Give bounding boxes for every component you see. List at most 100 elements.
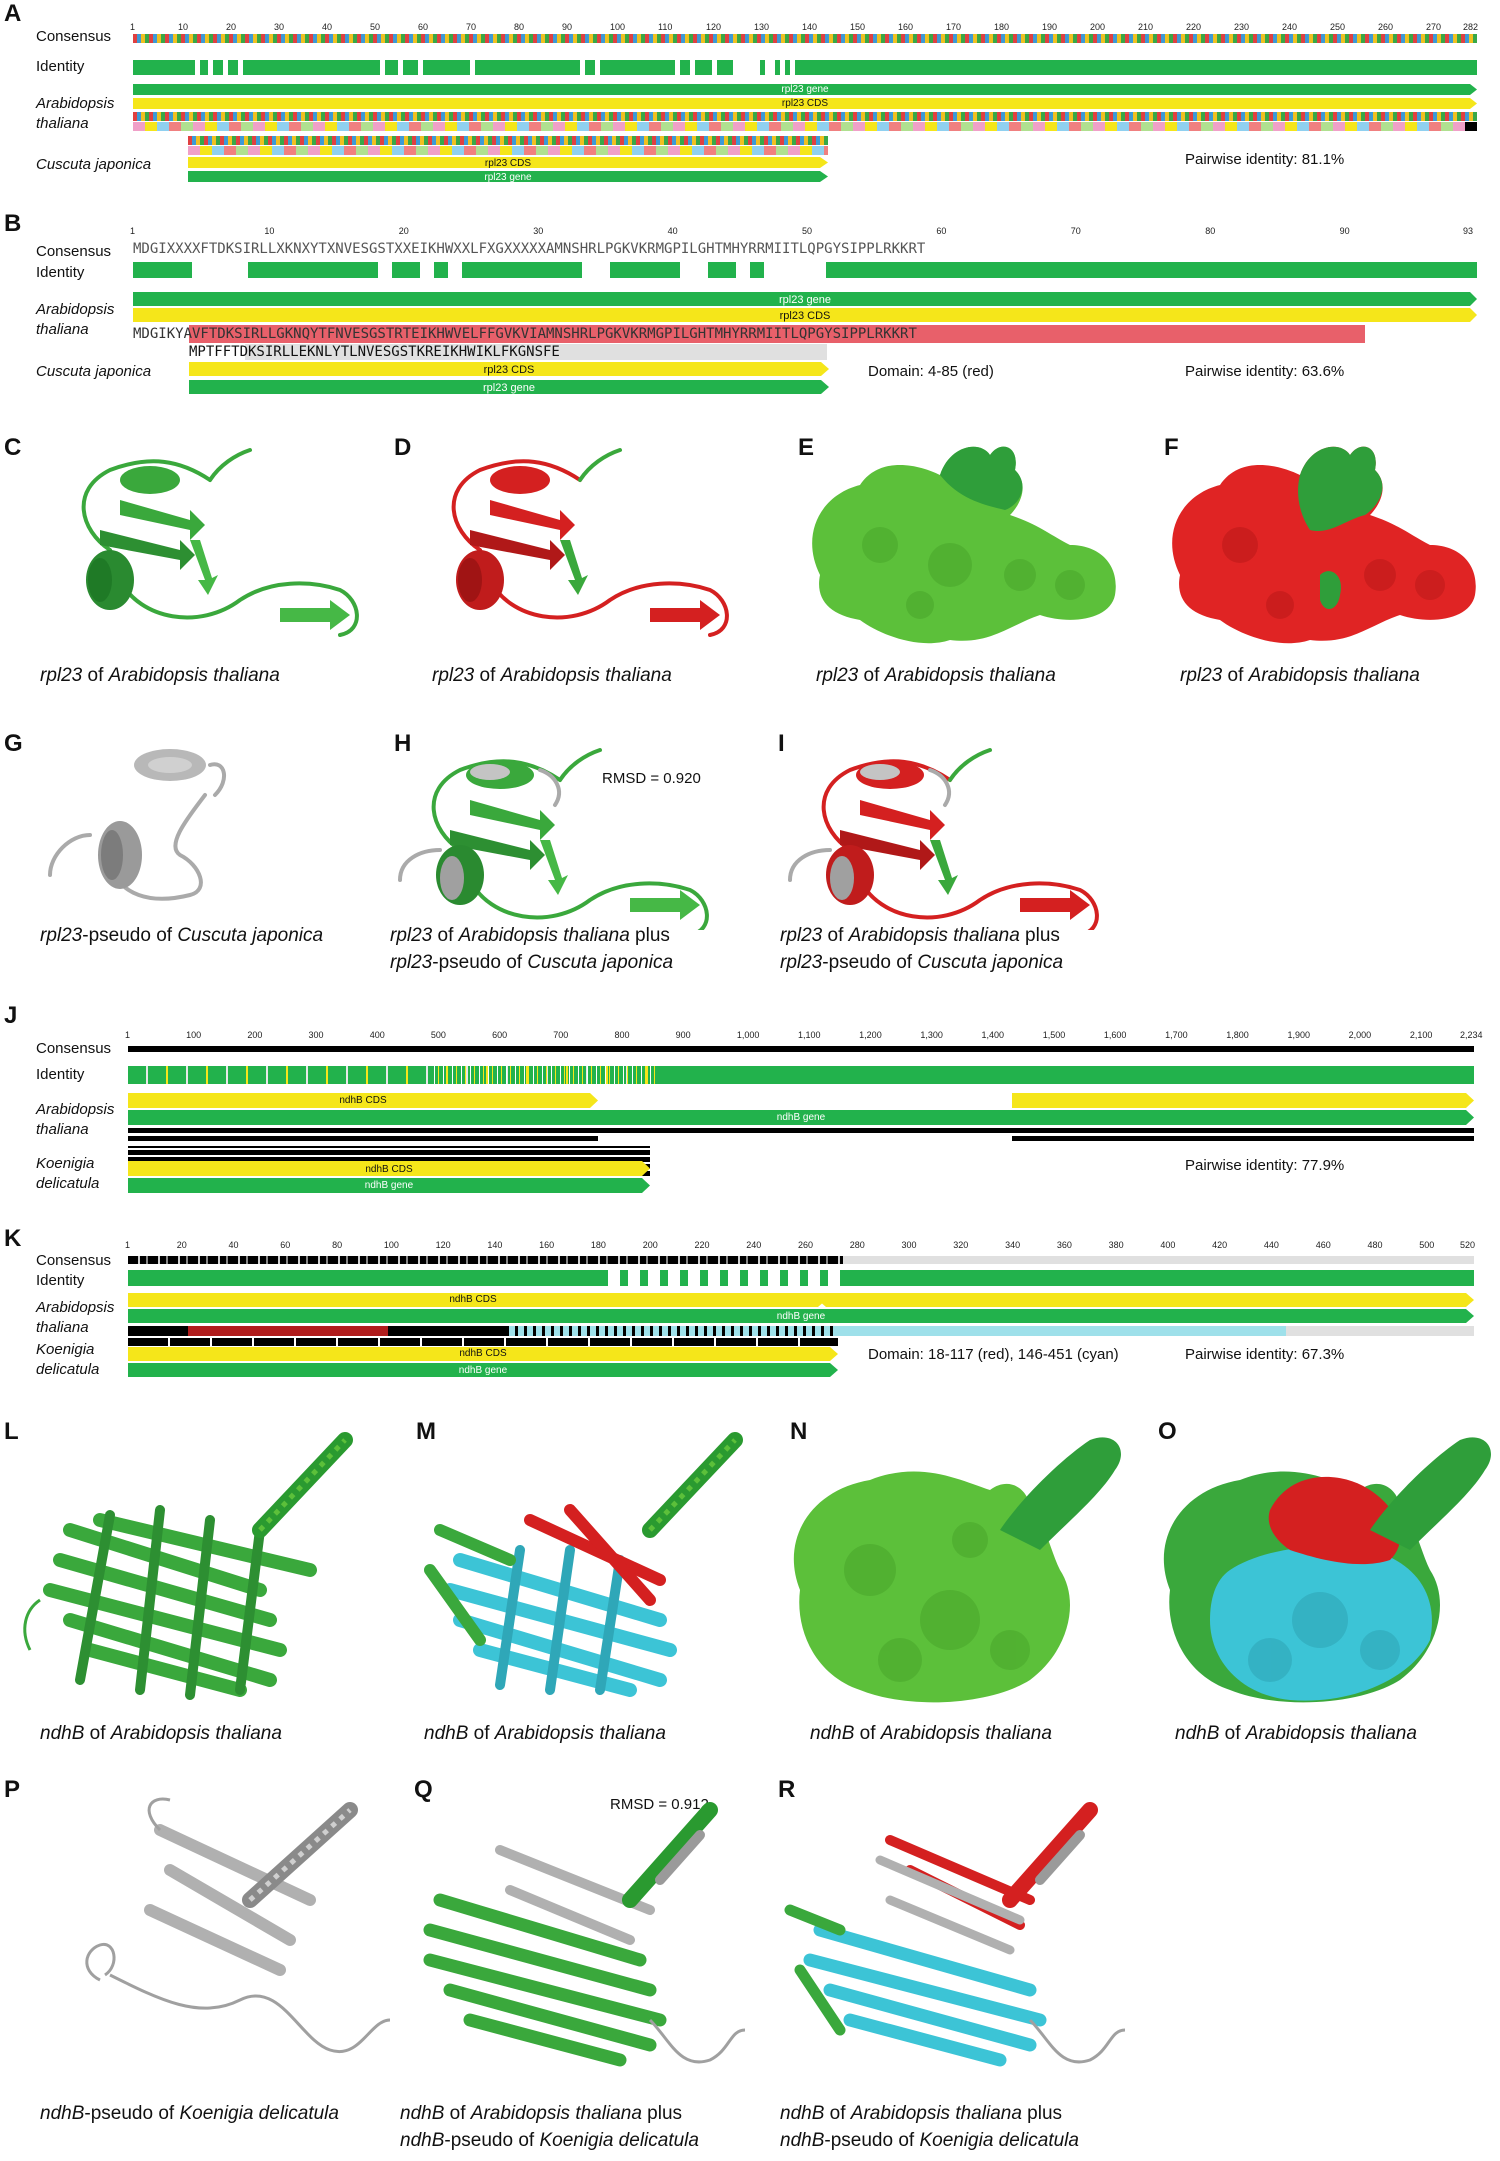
cuscuta-aa-strip-a [188, 146, 828, 155]
ruler-tick: 20 [226, 22, 237, 32]
identity-gap [195, 60, 200, 75]
ruler-tick: 120 [435, 1240, 451, 1250]
ruler-tick: 140 [802, 22, 818, 32]
identity-gap [712, 60, 717, 75]
ruler-tick: 300 [308, 1030, 324, 1040]
cuscuta-nt-strip-a [188, 136, 828, 145]
cuscuta-sequence-b: MPTFFTDKSIRLLEKNLYTLNVESGSTKREIKHWIKLFKG… [189, 344, 560, 360]
ruler-tick: 1,000 [736, 1030, 760, 1040]
ruler-tick: 440 [1263, 1240, 1279, 1250]
ruler-tick: 700 [553, 1030, 569, 1040]
identity-gap [192, 262, 248, 278]
caption-m: ndhB of Arabidopsis thaliana [424, 1723, 666, 1744]
ruler-tick: 30 [274, 22, 285, 32]
ruler-tick: 1 [130, 22, 136, 32]
cuscuta-bars-a [188, 157, 828, 182]
ruler-tick: 2,100 [1409, 1030, 1433, 1040]
panel-label-d: D [394, 434, 412, 461]
rmsd-h: RMSD = 0.920 [602, 770, 701, 787]
identity-gap [470, 60, 475, 75]
ruler-tick: 2,000 [1348, 1030, 1372, 1040]
arabidopsis-sequence-b: MDGIKYAVFTDKSIRLLGKNQYTFNVESGSTRTEIKHWVE… [133, 326, 917, 342]
ndhb-cds-label-koenigia-j: ndhB CDS [365, 1164, 413, 1175]
panel-label-m: M [416, 1418, 436, 1445]
ruler-tick: 90 [562, 22, 573, 32]
ruler-tick: 60 [280, 1240, 291, 1250]
ruler-tick: 240 [1282, 22, 1298, 32]
caption-e: rpl23 of Arabidopsis thaliana [816, 665, 1056, 686]
ruler-tick: 250 [1330, 22, 1346, 32]
identity-label-k: Identity [36, 1272, 85, 1289]
consensus-label-a: Consensus [36, 28, 112, 45]
rpl23-surface-green [812, 446, 1116, 644]
caption-g: rpl23-pseudo of Cuscuta japonica [40, 925, 324, 946]
consensus-label-k: Consensus [36, 1252, 112, 1269]
identity-variation-dense-j [430, 1066, 655, 1084]
species-arabidopsis-a: Arabidopsis thaliana [36, 95, 115, 132]
ruler-tick: 1 [125, 1240, 131, 1250]
species-koenigia-k: Koenigia delicatula [36, 1341, 100, 1378]
ruler-tick: 1,900 [1287, 1030, 1310, 1040]
ruler-tick: 300 [901, 1240, 917, 1250]
ruler-tick: 1,600 [1103, 1030, 1127, 1040]
identity-seg [760, 60, 765, 75]
ruler-tick: 80 [1205, 226, 1216, 236]
koenigia-bars-k [128, 1347, 838, 1377]
cuscuta-gene-bar-label: rpl23 gene [484, 172, 532, 183]
caption-i: rpl23 of Arabidopsis thaliana plus rpl23-… [780, 925, 1064, 973]
arabidopsis-seq-line-1 [128, 1128, 1474, 1133]
consensus-seq-strip-a [133, 34, 1477, 43]
ruler-tick: 80 [514, 22, 525, 32]
arabidopsis-aa-strip-a [133, 122, 1477, 131]
ruler-tick: 260 [1378, 22, 1394, 32]
rpl23-surface-red [1172, 446, 1476, 644]
consensus-bar-j [128, 1046, 1474, 1052]
panel-label-j: J [4, 1002, 18, 1029]
rpl23-superposition-green [398, 748, 709, 930]
species-arabidopsis-j: Arabidopsis thaliana [36, 1101, 115, 1138]
species-cuscuta-a: Cuscuta japonica [36, 156, 152, 173]
ruler-tick: 210 [1138, 22, 1154, 32]
species-koenigia-j: Koenigia delicatula [36, 1155, 100, 1192]
ruler-tick: 400 [1160, 1240, 1176, 1250]
panel-label-n: N [790, 1418, 808, 1445]
cuscuta-cds-bar-label: rpl23 CDS [484, 158, 532, 169]
consensus-sequence-b: MDGIXXXXFTDKSIRLLXKNXYTXNVESGSTXXEIKHWXX… [133, 241, 926, 257]
panel-label-h: H [394, 730, 412, 757]
ruler-tick: 220 [1186, 22, 1202, 32]
ruler-tick: 220 [694, 1240, 710, 1250]
ruler-tick: 270 [1426, 22, 1442, 32]
rpl23-gene-bar-label: rpl23 gene [781, 84, 829, 95]
caption-f: rpl23 of Arabidopsis thaliana [1180, 665, 1420, 686]
caption-c: rpl23 of Arabidopsis thaliana [40, 665, 280, 686]
ruler-tick: 2,234 [1460, 1030, 1483, 1040]
panel-label-p: P [4, 1776, 21, 1803]
arabidopsis-bars-j [128, 1093, 1474, 1125]
caption-h: rpl23 of Arabidopsis thaliana plus rpl23-… [390, 925, 674, 973]
ruler-tick: 900 [675, 1030, 691, 1040]
ruler-tick: 340 [1005, 1240, 1021, 1250]
ruler-tick: 360 [1056, 1240, 1072, 1250]
caption-d: rpl23 of Arabidopsis thaliana [432, 665, 672, 686]
arabidopsis-bars-k [128, 1293, 1474, 1323]
rpl23-cartoon-green [81, 448, 359, 637]
ruler-tick: 70 [466, 22, 477, 32]
arabidopsis-seq-line-3 [1012, 1136, 1474, 1141]
identity-gap [420, 262, 434, 278]
ruler-tick: 1,300 [920, 1030, 943, 1040]
ruler-tick: 240 [746, 1240, 762, 1250]
cuscuta-bars-b [189, 362, 829, 394]
rpl23-cartoon-red [451, 448, 729, 637]
ruler-ticks-j: 1 100 200 300 400 500 600 700 800 900 1,000 1,100 1,… [125, 1030, 1483, 1042]
seq-seg [128, 1326, 188, 1336]
panel-label-b: B [4, 210, 22, 237]
ruler-tick: 1 [125, 1030, 131, 1040]
caption-l: ndhB of Arabidopsis thaliana [40, 1723, 282, 1744]
ruler-tick: 100 [186, 1030, 202, 1040]
identity-gap [733, 60, 785, 75]
identity-gap [418, 60, 423, 75]
ruler-tick: 480 [1367, 1240, 1383, 1250]
ruler-tick: 1,500 [1042, 1030, 1066, 1040]
ruler-tick: 140 [487, 1240, 503, 1250]
arabidopsis-nt-strip-a [133, 112, 1477, 121]
